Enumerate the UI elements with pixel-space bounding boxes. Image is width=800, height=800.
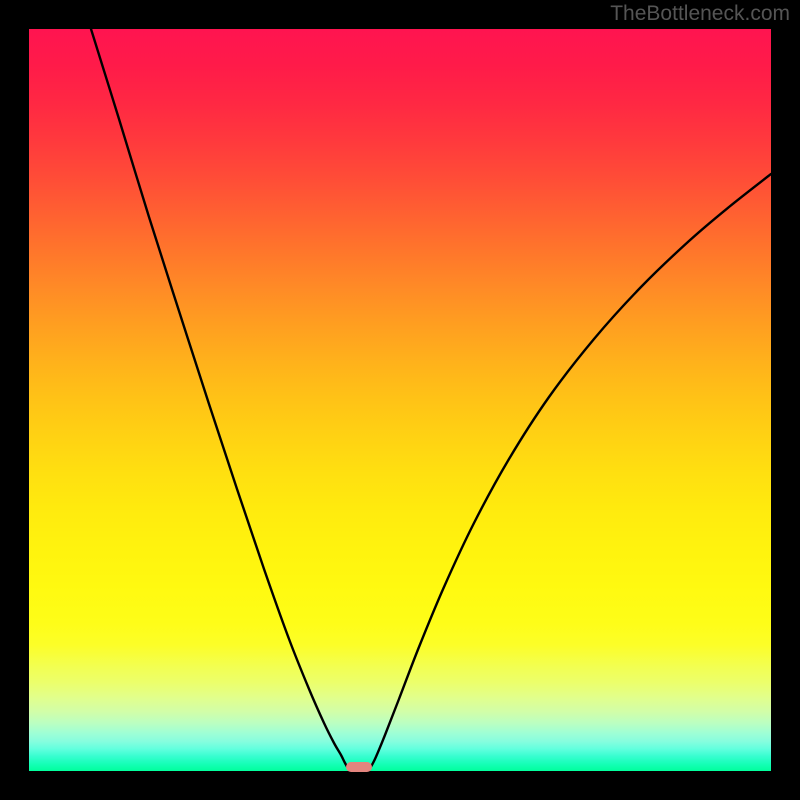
bottleneck-curve <box>29 29 771 771</box>
watermark-text: TheBottleneck.com <box>610 2 790 26</box>
optimal-marker <box>346 762 372 772</box>
chart-container: TheBottleneck.com <box>0 0 800 800</box>
plot-area <box>29 29 771 771</box>
